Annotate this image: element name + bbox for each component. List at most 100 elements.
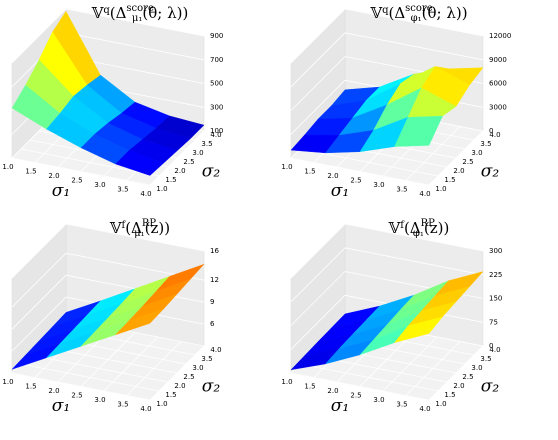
grid-line	[11, 223, 205, 279]
z-tick-label: 300	[489, 247, 502, 255]
x-tick-label: 1.0	[2, 378, 13, 386]
panel: 1003005007009001.01.52.02.53.03.54.01.01…	[2, 3, 223, 202]
grid-line	[290, 32, 484, 88]
z-tick-label: 3000	[489, 103, 507, 111]
x-tick-label: 3.5	[396, 401, 407, 409]
y-tick-label: 1.0	[435, 185, 446, 193]
z-tick-label: 12	[210, 276, 219, 284]
z-tick-label: 150	[489, 295, 502, 303]
title-part: RP	[421, 218, 436, 229]
title-part: (Δ	[110, 4, 127, 22]
y-tick-label: 3.5	[480, 140, 491, 148]
z-tick-label: 0	[489, 342, 493, 350]
y-tick-label: 3.0	[471, 364, 482, 372]
grid-line	[20, 363, 160, 392]
y-tick-label: 3.5	[480, 355, 491, 363]
y-tick-label: 1.0	[156, 185, 167, 193]
x-tick-label: 3.5	[117, 186, 128, 194]
grid-line	[290, 247, 484, 303]
grid-line	[290, 157, 430, 186]
title-part: f	[122, 220, 127, 231]
grid-line	[290, 223, 484, 279]
z-tick-label: 100	[210, 127, 223, 135]
y-tick-label: 1.5	[165, 176, 176, 184]
y-tick-label: 1.5	[444, 176, 455, 184]
x-tick-label: 4.0	[419, 190, 430, 198]
x-tick-label: 3.0	[94, 181, 105, 189]
surface-patch	[394, 115, 443, 147]
z-tick-label: 75	[489, 318, 498, 326]
x-tick-label: 2.5	[71, 392, 82, 400]
title-part: φ₁	[411, 13, 422, 24]
y-tick-label: 4.0	[489, 131, 500, 139]
x-tick-label: 2.0	[327, 172, 338, 180]
x-tick-label: 3.5	[396, 186, 407, 194]
x-tick-label: 2.0	[48, 172, 59, 180]
title-part: 𝕍	[109, 219, 122, 237]
surface-patch	[115, 150, 164, 176]
title-part: q	[103, 5, 110, 16]
grid-line	[290, 8, 484, 64]
x-tick-label: 2.0	[48, 387, 59, 395]
title-part: μ₁	[132, 13, 143, 24]
x-tick-label: 1.5	[304, 383, 315, 391]
x-tick-label: 2.5	[350, 392, 361, 400]
title-part: (θ; λ))	[142, 4, 188, 22]
y-tick-label: 2.5	[462, 158, 473, 166]
y-tick-label: 4.0	[210, 131, 221, 139]
title-part: q	[382, 5, 389, 16]
y-tick-label: 2.0	[453, 382, 464, 390]
surface-patch	[115, 308, 164, 335]
title-part: φ₁	[413, 228, 424, 239]
y-tick-label: 1.5	[165, 391, 176, 399]
x-tick-label: 1.5	[304, 168, 315, 176]
x-axis-label: σ₁	[52, 181, 70, 201]
x-axis-label: σ₁	[331, 181, 349, 201]
chart-title: 𝕍f(ΔRP μ₁(z))	[109, 218, 170, 239]
title-part: (Δ	[125, 219, 142, 237]
z-tick-label: 700	[210, 56, 223, 64]
grid-line	[290, 372, 430, 401]
x-axis-label: σ₁	[52, 396, 70, 416]
y-tick-label: 3.5	[201, 140, 212, 148]
y-tick-label: 2.5	[183, 158, 194, 166]
x-tick-label: 1.5	[25, 168, 36, 176]
x-tick-label: 1.5	[25, 383, 36, 391]
x-tick-label: 3.0	[373, 181, 384, 189]
grid-line	[20, 148, 160, 177]
title-part: 𝕍	[369, 4, 382, 22]
x-axis-label: σ₁	[331, 396, 349, 416]
grid-line	[11, 252, 205, 308]
y-axis-label: σ₂	[202, 162, 221, 182]
x-tick-label: 3.5	[117, 401, 128, 409]
grid-line	[29, 354, 169, 383]
x-tick-label: 4.0	[419, 405, 430, 413]
y-axis-label: σ₂	[481, 162, 500, 182]
title-part: f	[400, 220, 405, 231]
title-part: score	[126, 3, 154, 14]
x-tick-label: 2.5	[71, 177, 82, 185]
x-tick-label: 3.0	[373, 396, 384, 404]
z-tick-label: 9	[210, 298, 214, 306]
y-tick-label: 3.0	[471, 149, 482, 157]
x-tick-label: 1.0	[281, 163, 292, 171]
y-tick-label: 2.5	[183, 373, 194, 381]
z-tick-label: 900	[210, 32, 223, 40]
chart-title: 𝕍q(Δscore φ₁(θ; λ))	[369, 3, 467, 24]
y-tick-label: 2.5	[462, 373, 473, 381]
panel: 0300060009000120001.01.52.02.53.03.54.01…	[281, 3, 511, 202]
y-tick-label: 1.5	[444, 391, 455, 399]
title-part: (z))	[424, 219, 449, 237]
chart-title: 𝕍f(ΔRP φ₁(z))	[388, 218, 450, 239]
y-tick-label: 4.0	[210, 346, 221, 354]
z-tick-label: 16	[210, 247, 219, 255]
z-tick-label: 0	[489, 127, 493, 135]
chart-title: 𝕍q(Δscore μ₁(θ; λ))	[91, 3, 189, 24]
y-tick-label: 2.0	[174, 382, 185, 390]
x-tick-label: 1.0	[2, 163, 13, 171]
title-part: score	[405, 3, 433, 14]
x-tick-label: 3.0	[94, 396, 105, 404]
title-part: (Δ	[404, 219, 421, 237]
